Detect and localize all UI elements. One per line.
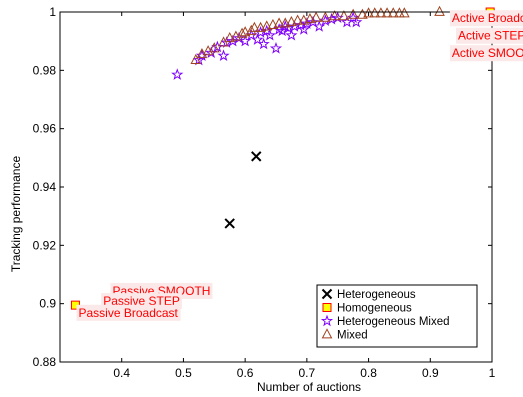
data-point-mixed <box>363 7 374 18</box>
x-tick-label: 0.5 <box>175 366 192 380</box>
data-point-mixed <box>279 17 291 28</box>
y-axis-label: Tracking performance <box>9 156 23 273</box>
annotation-text: Active Broadcast <box>452 11 523 25</box>
y-tick-label: 0.98 <box>33 63 57 77</box>
legend-marker <box>322 303 332 312</box>
data-point-mixed <box>239 26 251 37</box>
legend-item: Heterogeneous Mixed <box>320 314 450 328</box>
annotation-active-step: Active STEP <box>456 27 523 44</box>
x-tick-label: 0.7 <box>299 366 316 380</box>
legend-item: Mixed <box>321 328 368 342</box>
annotation-active-broadcast: Active Broadcast <box>449 10 523 27</box>
data-point-heterogeneous-mixed <box>285 28 298 41</box>
annotation-text: Active STEP <box>458 29 523 43</box>
data-point-mixed <box>357 8 368 19</box>
data-point-mixed <box>387 7 399 18</box>
legend-item: Homogeneous <box>322 303 412 315</box>
legend-marker <box>320 314 334 327</box>
data-point-mixed <box>310 11 322 22</box>
data-point-heterogeneous-mixed <box>260 24 273 37</box>
data-point-heterogeneous-mixed <box>350 15 363 28</box>
x-tick-label: 0.6 <box>237 366 254 380</box>
data-point-mixed <box>245 24 257 35</box>
data-point-mixed <box>338 10 350 21</box>
data-point-heterogeneous-mixed <box>297 23 310 35</box>
data-point-mixed <box>292 14 303 25</box>
data-point-mixed <box>399 7 410 18</box>
data-point-mixed <box>369 7 381 18</box>
data-point-mixed <box>208 42 220 53</box>
x-axis-label: Number of auctions <box>257 380 361 394</box>
data-point-mixed <box>286 15 297 27</box>
data-point-mixed <box>347 8 359 19</box>
data-point-mixed <box>236 27 248 38</box>
data-point-heterogeneous-mixed <box>217 49 230 61</box>
data-point-mixed <box>273 17 285 28</box>
data-point-heterogeneous-mixed <box>171 68 184 80</box>
legend-item: Heterogeneous <box>321 288 416 301</box>
annotations: Active Broadcast Active STEP Active SMOOTH… <box>76 10 523 321</box>
data-point-heterogeneous-mixed <box>251 33 264 45</box>
data-point-heterogeneous-mixed <box>245 28 258 41</box>
data-point-mixed <box>434 5 445 16</box>
y-tick-label: 0.96 <box>33 122 57 136</box>
x-tick-label: 1 <box>489 366 496 380</box>
data-point-heterogeneous-mixed <box>257 37 270 50</box>
data-point-mixed <box>190 53 202 64</box>
plot-area <box>70 5 495 310</box>
data-point-heterogeneous-mixed <box>263 28 276 41</box>
data-point-mixed <box>255 21 266 32</box>
data-point-heterogeneous-mixed <box>269 42 283 54</box>
x-tick-label: 0.8 <box>360 366 377 380</box>
y-tick-label: 0.94 <box>33 180 57 194</box>
annotation-passive-broadcast: Passive Broadcast <box>76 304 181 321</box>
data-point-heterogeneous <box>224 218 235 229</box>
data-point-mixed <box>249 21 260 32</box>
data-point-mixed <box>267 18 279 29</box>
y-tick-label: 1 <box>49 5 56 19</box>
y-tick-label: 0.9 <box>39 297 56 311</box>
y-tick-label: 0.88 <box>33 355 57 369</box>
legend-label: Homogeneous <box>337 303 412 315</box>
data-point-mixed <box>381 7 393 18</box>
data-point-heterogeneous <box>251 151 262 162</box>
data-point-mixed <box>298 14 310 25</box>
legend-marker <box>321 288 333 300</box>
data-point-heterogeneous-mixed <box>306 15 320 28</box>
legend-label: Mixed <box>337 330 368 342</box>
legend-label: Heterogeneous Mixed <box>337 316 450 328</box>
legend-label: Heterogeneous <box>337 289 416 301</box>
annotation-text: Passive Broadcast <box>79 306 179 320</box>
annotation-active-smooth: Active SMOOTH <box>449 45 523 62</box>
data-point-mixed <box>304 13 316 24</box>
legend-marker <box>321 328 333 339</box>
data-point-mixed <box>224 32 236 43</box>
data-point-mixed <box>375 7 387 18</box>
data-point-mixed <box>329 10 340 21</box>
axes: 0.4 0.5 0.6 0.7 0.8 0.9 1 0.88 0.9 0.92 0.94 0.96 0.… <box>33 5 496 380</box>
data-point-mixed <box>320 11 331 22</box>
y-tick-label: 0.92 <box>33 238 57 252</box>
x-tick-label: 0.9 <box>422 366 439 380</box>
annotation-text: Active SMOOTH <box>452 46 523 60</box>
legend-box <box>316 284 478 348</box>
annotation-text: Passive STEP <box>103 294 180 308</box>
data-point-mixed <box>261 20 273 31</box>
x-tick-label: 0.4 <box>113 366 130 380</box>
